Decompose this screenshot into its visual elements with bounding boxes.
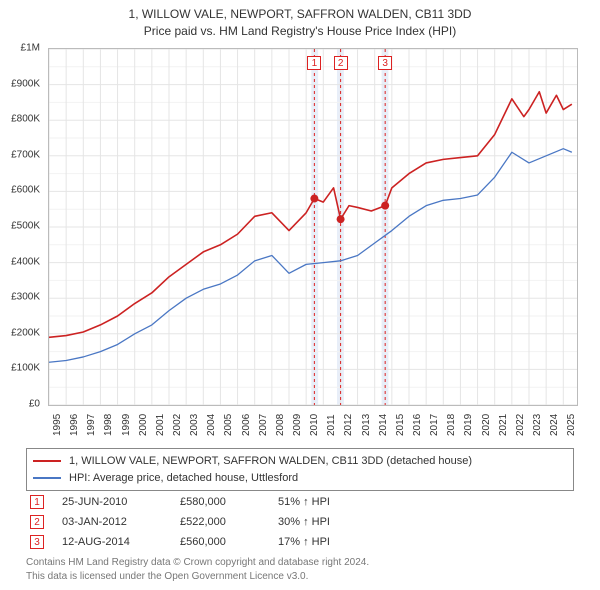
y-tick-label: £200K — [11, 327, 40, 338]
footer-attribution: Contains HM Land Registry data © Crown c… — [26, 556, 369, 583]
x-tick-label: 2004 — [206, 414, 217, 436]
x-tick-label: 2025 — [566, 414, 577, 436]
sale-row-2: 2 03-JAN-2012 £522,000 30% ↑ HPI — [26, 512, 574, 532]
y-axis-labels: £0£100K£200K£300K£400K£500K£600K£700K£80… — [0, 48, 44, 406]
x-tick-label: 2022 — [515, 414, 526, 436]
y-tick-label: £0 — [29, 399, 40, 410]
legend-row-0: 1, WILLOW VALE, NEWPORT, SAFFRON WALDEN,… — [33, 453, 567, 470]
sale-date: 25-JUN-2010 — [62, 496, 162, 508]
chart-sale-marker-2: 2 — [334, 56, 348, 70]
x-tick-label: 2002 — [172, 414, 183, 436]
y-tick-label: £500K — [11, 221, 40, 232]
y-tick-label: £300K — [11, 292, 40, 303]
x-tick-label: 1998 — [103, 414, 114, 436]
sales-list: 1 25-JUN-2010 £580,000 51% ↑ HPI 2 03-JAN-201… — [26, 492, 574, 552]
x-axis-labels: 1995 1996 1997 1998 1999 2000 2001 2002 2003 2004… — [48, 408, 578, 448]
legend-row-1: HPI: Average price, detached house, Uttl… — [33, 470, 567, 487]
x-tick-label: 2003 — [189, 414, 200, 436]
sale-pct: 51% ↑ HPI — [278, 496, 368, 508]
x-tick-label: 2006 — [241, 414, 252, 436]
sale-pct: 30% ↑ HPI — [278, 516, 368, 528]
sale-date: 12-AUG-2014 — [62, 536, 162, 548]
x-tick-label: 2007 — [258, 414, 269, 436]
x-tick-label: 2015 — [395, 414, 406, 436]
x-tick-label: 2011 — [326, 414, 337, 436]
legend-box: 1, WILLOW VALE, NEWPORT, SAFFRON WALDEN,… — [26, 448, 574, 491]
chart-title-block: 1, WILLOW VALE, NEWPORT, SAFFRON WALDEN,… — [0, 0, 600, 40]
title-line-1: 1, WILLOW VALE, NEWPORT, SAFFRON WALDEN,… — [0, 6, 600, 23]
title-line-2: Price paid vs. HM Land Registry's House … — [0, 23, 600, 40]
chart-svg — [49, 49, 577, 405]
sale-pct: 17% ↑ HPI — [278, 536, 368, 548]
x-tick-label: 2017 — [429, 414, 440, 436]
sale-price: £560,000 — [180, 536, 260, 548]
legend-swatch-1 — [33, 477, 61, 479]
y-tick-label: £900K — [11, 78, 40, 89]
x-tick-label: 2019 — [463, 414, 474, 436]
x-tick-label: 2014 — [378, 414, 389, 436]
x-tick-label: 2013 — [361, 414, 372, 436]
x-tick-label: 2016 — [412, 414, 423, 436]
chart-sale-marker-1: 1 — [307, 56, 321, 70]
x-tick-label: 2010 — [309, 414, 320, 436]
chart-plot-area: 12 3 — [48, 48, 578, 406]
x-tick-label: 2012 — [343, 414, 354, 436]
x-tick-label: 2020 — [481, 414, 492, 436]
x-tick-label: 2008 — [275, 414, 286, 436]
chart-sale-marker-3: 3 — [378, 56, 392, 70]
x-tick-label: 1997 — [86, 414, 97, 436]
sale-marker-1: 1 — [30, 495, 44, 509]
sale-price: £580,000 — [180, 496, 260, 508]
x-tick-label: 1999 — [121, 414, 132, 436]
footer-line-1: Contains HM Land Registry data © Crown c… — [26, 556, 369, 570]
y-tick-label: £600K — [11, 185, 40, 196]
y-tick-label: £1M — [21, 43, 40, 54]
legend-swatch-0 — [33, 460, 61, 462]
x-tick-label: 2001 — [155, 414, 166, 436]
x-tick-label: 2024 — [549, 414, 560, 436]
x-tick-label: 2000 — [138, 414, 149, 436]
legend-label-1: HPI: Average price, detached house, Uttl… — [69, 470, 298, 487]
x-tick-label: 2009 — [292, 414, 303, 436]
y-tick-label: £800K — [11, 114, 40, 125]
sale-row-3: 3 12-AUG-2014 £560,000 17% ↑ HPI — [26, 532, 574, 552]
sale-marker-3: 3 — [30, 535, 44, 549]
legend-label-0: 1, WILLOW VALE, NEWPORT, SAFFRON WALDEN,… — [69, 453, 472, 470]
sale-date: 03-JAN-2012 — [62, 516, 162, 528]
x-tick-label: 2021 — [498, 414, 509, 436]
sale-price: £522,000 — [180, 516, 260, 528]
footer-line-2: This data is licensed under the Open Gov… — [26, 570, 369, 584]
x-tick-label: 2018 — [446, 414, 457, 436]
y-tick-label: £400K — [11, 256, 40, 267]
x-tick-label: 2005 — [223, 414, 234, 436]
sale-marker-2: 2 — [30, 515, 44, 529]
x-tick-label: 2023 — [532, 414, 543, 436]
y-tick-label: £100K — [11, 363, 40, 374]
sale-row-1: 1 25-JUN-2010 £580,000 51% ↑ HPI — [26, 492, 574, 512]
y-tick-label: £700K — [11, 149, 40, 160]
x-tick-label: 1995 — [52, 414, 63, 436]
x-tick-label: 1996 — [69, 414, 80, 436]
